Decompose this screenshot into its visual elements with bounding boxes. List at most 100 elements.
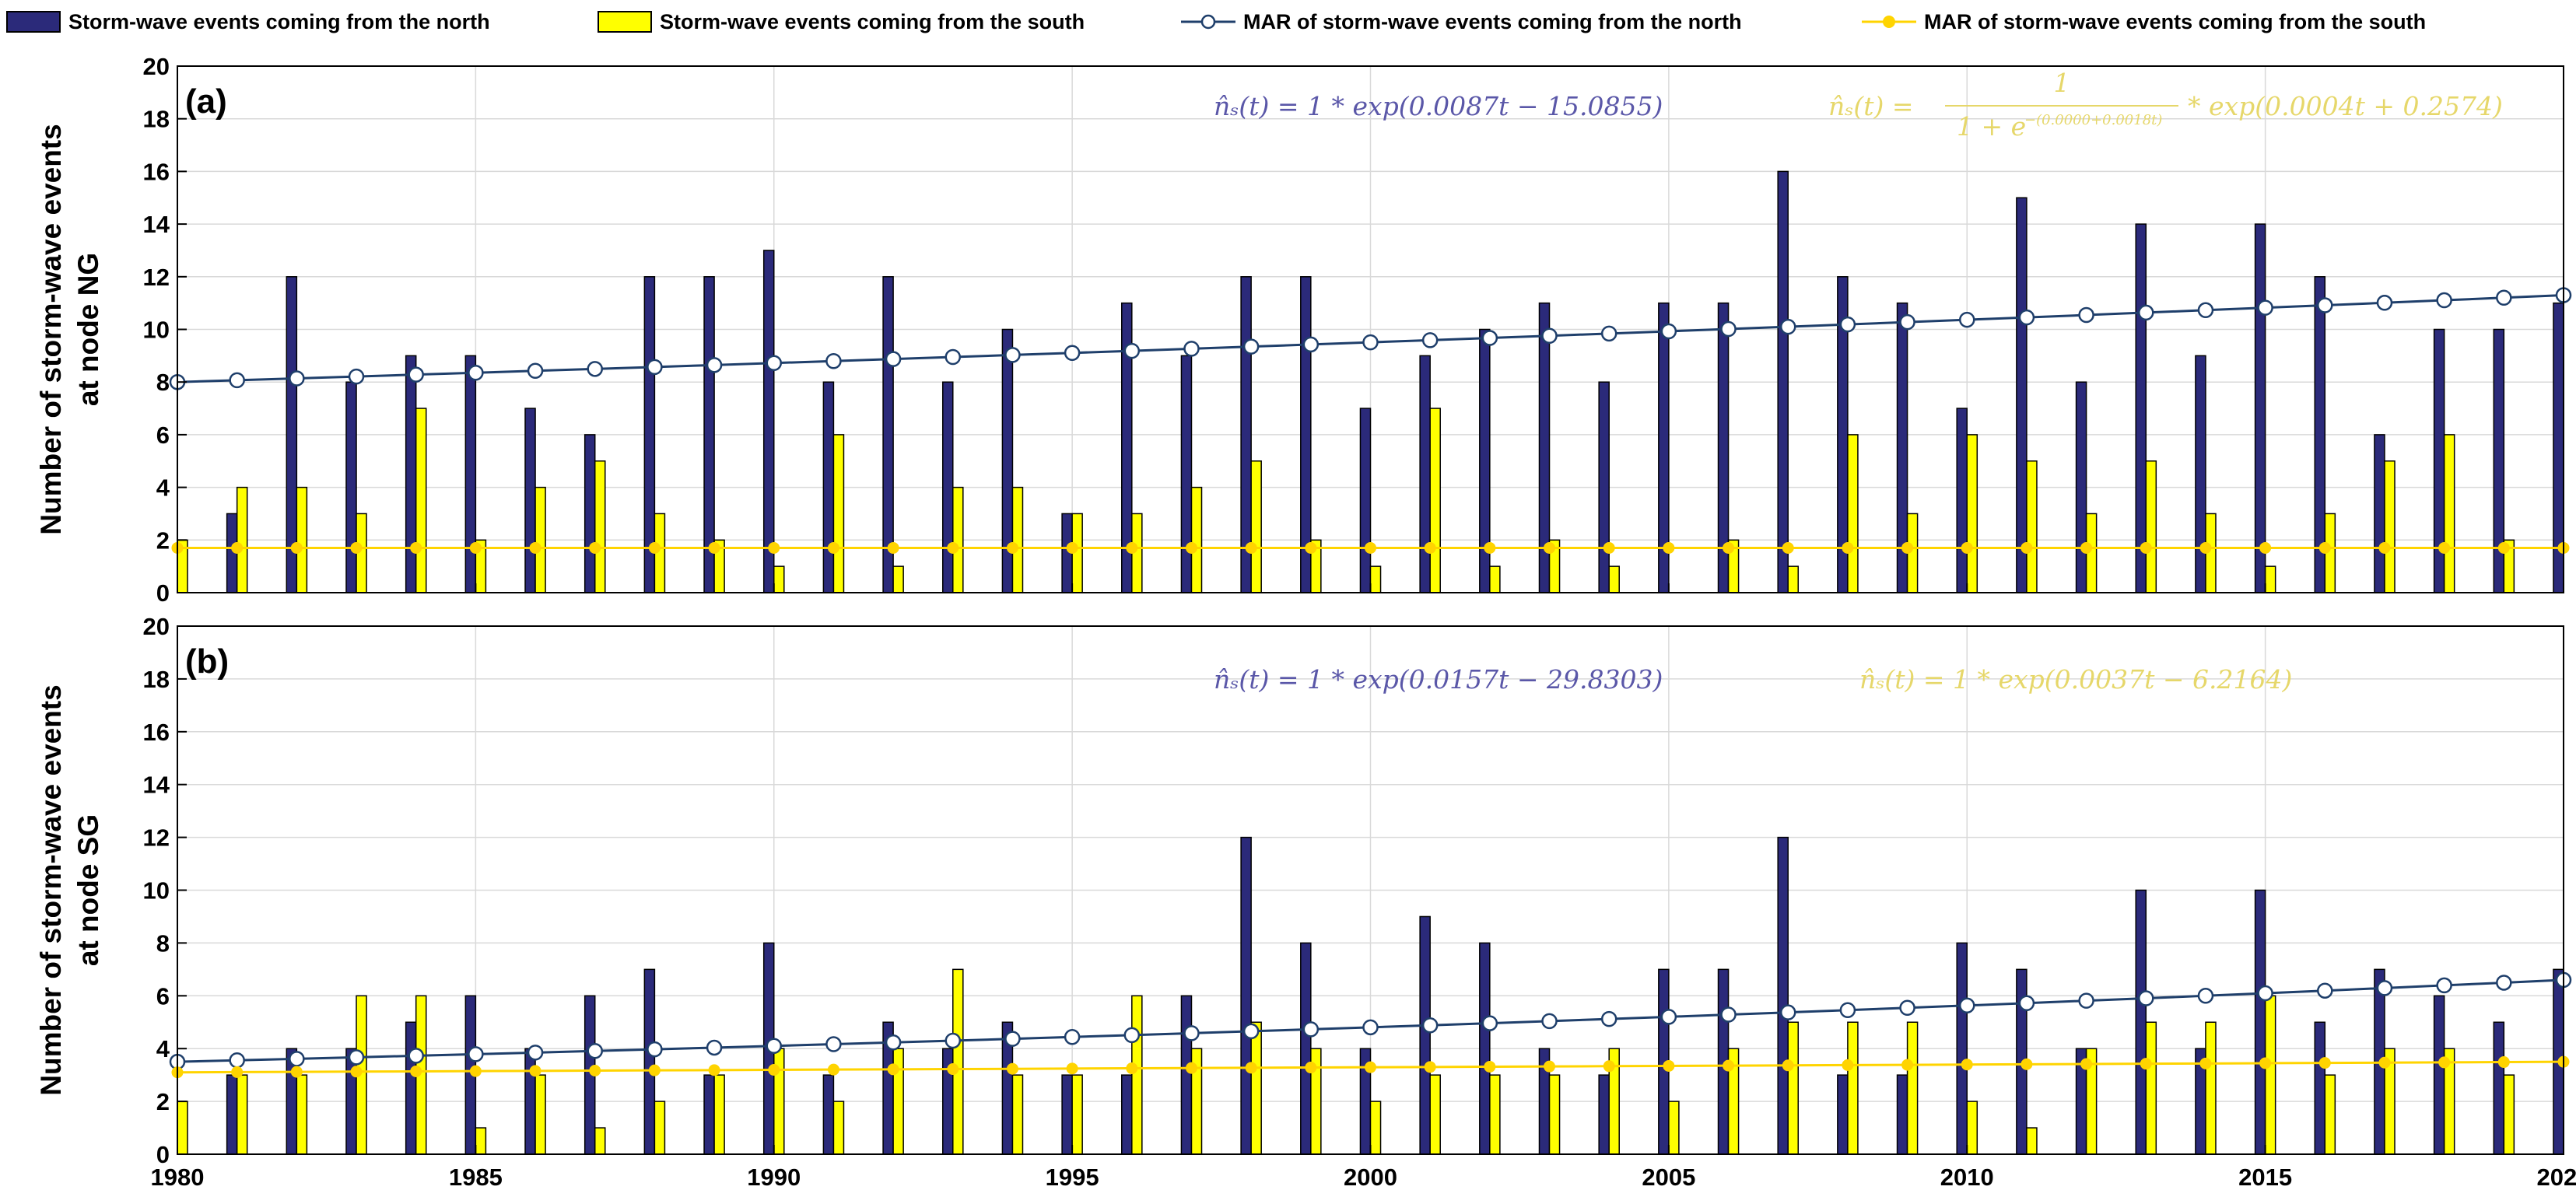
bar-north-2008: [1837, 1074, 1849, 1155]
mar-north-point-1997: [1183, 341, 1200, 357]
bar-south-1987: [594, 460, 606, 593]
panel-label: (a): [185, 82, 227, 121]
x-tick-label: 2010: [1940, 1164, 1994, 1190]
mar-south-point-2014: [2199, 541, 2212, 554]
y-tick-label: 10: [143, 317, 170, 344]
bar-south-2010: [1966, 434, 1978, 593]
legend-south-bars: Storm-wave events coming from the south: [598, 6, 1085, 37]
mar-north-point-1984: [408, 366, 424, 383]
mar-north-point-2008: [1839, 1002, 1856, 1019]
mar-north-point-1996: [1123, 1027, 1141, 1044]
mar-north-point-1989: [706, 1039, 723, 1056]
equation-south: n̂ₛ(t) = 1 * exp(0.0037t − 6.2164): [1859, 664, 2292, 695]
bar-north-2019: [2493, 1021, 2505, 1155]
mar-south-point-1985: [469, 1065, 482, 1077]
mar-north-point-1992: [885, 1034, 902, 1051]
mar-south-point-1987: [589, 541, 601, 554]
bar-north-1997: [1180, 355, 1193, 593]
equation-north: n̂ₛ(t) = 1 * exp(0.0157t − 29.8303): [1214, 664, 1663, 695]
mar-south-point-1998: [1245, 541, 1257, 554]
mar-north-point-2008: [1839, 316, 1856, 333]
mar-north-point-1999: [1302, 1021, 1320, 1038]
bar-south-2013: [2145, 460, 2157, 593]
bar-north-2007: [1777, 170, 1789, 593]
bar-south-1992: [892, 565, 904, 593]
bar-south-1994: [1011, 486, 1024, 593]
bar-north-1985: [464, 355, 477, 593]
bar-north-2010: [1956, 408, 1968, 593]
bar-south-2001: [1429, 1074, 1441, 1155]
mar-south-point-1988: [648, 541, 661, 554]
mar-south-point-2008: [1842, 541, 1854, 554]
mar-south-point-2017: [2378, 1056, 2391, 1069]
mar-north-point-2012: [2078, 306, 2094, 324]
bar-south-1981: [236, 1074, 248, 1155]
mar-north-point-1995: [1064, 345, 1081, 362]
mar-south-point-2015: [2259, 541, 2272, 554]
x-tick-label: 2000: [1344, 1164, 1397, 1190]
bar-south-1998: [1250, 1021, 1262, 1155]
mar-north-point-2014: [2197, 988, 2214, 1004]
bar-south-2000: [1369, 1101, 1382, 1155]
mar-north-point-1982: [289, 370, 305, 387]
mar-north-point-1983: [348, 1049, 365, 1066]
bar-north-1997: [1180, 995, 1193, 1155]
y-tick-label: 18: [143, 106, 170, 133]
y-tick-label: 16: [143, 719, 170, 746]
bar-south-1991: [832, 434, 845, 593]
mar-south-point-2010: [1961, 1059, 1973, 1071]
mar-south-point-1990: [768, 541, 780, 554]
mar-north-point-1991: [825, 352, 842, 369]
mar-north-point-1993: [945, 1032, 962, 1049]
mar-north-point-2017: [2376, 295, 2393, 311]
bar-south-2000: [1369, 565, 1382, 593]
north-bar-swatch: [6, 11, 61, 33]
equation-south-prefix: n̂ₛ(t) =: [1828, 91, 1914, 121]
bar-south-2007: [1787, 1021, 1800, 1155]
y-axis-label: at node SG: [72, 814, 104, 966]
mar-north-point-2012: [2078, 992, 2094, 1009]
bar-south-1991: [832, 1101, 845, 1155]
bar-north-2014: [2195, 355, 2206, 593]
y-tick-label: 4: [156, 1035, 170, 1062]
bar-south-1982: [296, 486, 308, 593]
mar-south-point-1990: [768, 1064, 780, 1076]
mar-south-point-2007: [1782, 1059, 1794, 1072]
bar-north-1989: [703, 1074, 715, 1155]
bar-north-1988: [643, 968, 656, 1155]
mar-south-point-1995: [1066, 541, 1078, 554]
y-tick-label: 0: [156, 579, 170, 607]
mar-south-point-1981: [231, 1066, 244, 1078]
y-tick-label: 8: [156, 929, 170, 957]
mar-north-point-2004: [1600, 325, 1617, 342]
y-tick-label: 12: [143, 824, 170, 852]
bar-south-2013: [2145, 1021, 2157, 1155]
mar-north-point-1986: [527, 1045, 544, 1061]
bar-north-1993: [941, 381, 954, 593]
equation-south-suffix: * exp(0.0004t + 0.2574): [2188, 91, 2503, 121]
mar-north-point-1994: [1004, 1031, 1021, 1047]
mar-north-point-1983: [348, 368, 365, 385]
bar-south-1993: [952, 486, 964, 593]
y-tick-label: 2: [156, 1088, 170, 1115]
panel-b: 0 2 4 6 8 10 12 14 16 18 20 1980 1985 1990 1995 2000 200…: [35, 613, 2576, 1190]
mar-south-point-2004: [1603, 1060, 1615, 1073]
bar-south-1997: [1190, 486, 1203, 593]
panel-a: 0 2 4 6 8 10 12 14 16 18 20 (a) Number of storm-wave…: [35, 53, 2572, 607]
mar-north-point-1999: [1302, 336, 1320, 353]
bar-north-1984: [405, 1021, 417, 1155]
mar-south-point-1986: [529, 541, 541, 554]
bar-south-2018: [2443, 434, 2455, 593]
bar-north-1984: [405, 355, 417, 593]
y-tick-label: 8: [156, 369, 170, 396]
mar-north-point-2016: [2317, 297, 2333, 313]
bar-south-1996: [1131, 995, 1143, 1155]
bar-north-2010: [1956, 942, 1968, 1155]
mar-north-point-2011: [2018, 309, 2035, 326]
mar-north-point-2005: [1660, 1009, 1677, 1025]
legend-north-mar-label: MAR of storm-wave events coming from the…: [1243, 9, 1742, 33]
mar-south-point-2005: [1663, 541, 1675, 554]
bar-north-2015: [2254, 889, 2266, 1155]
mar-north-point-1986: [527, 362, 544, 380]
bar-south-1982: [296, 1074, 308, 1155]
